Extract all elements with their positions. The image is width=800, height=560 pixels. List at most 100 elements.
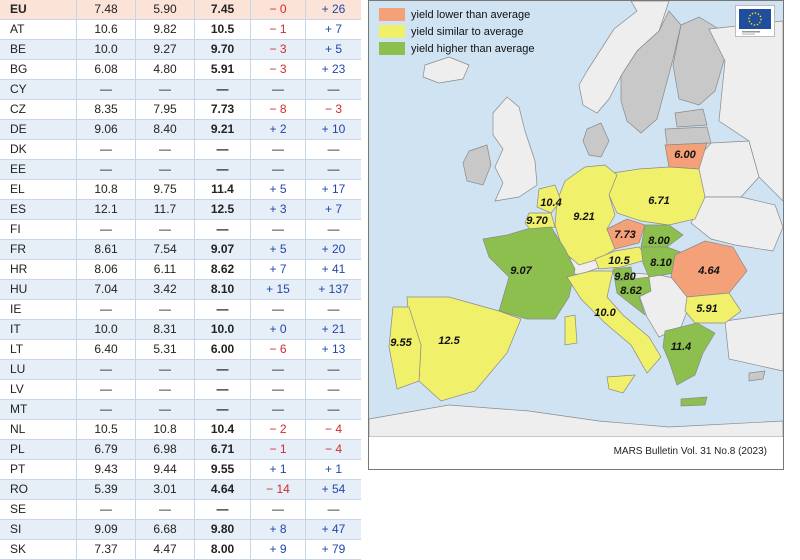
value-cell-3: 7.45 [194,0,251,20]
change-cell-1: — [250,139,306,160]
country-cell: BE [0,39,77,60]
change-cell-2: — [305,79,361,100]
map-label-cz: 7.73 [614,229,636,241]
value-cell-2: — [135,379,195,400]
country-cell: IT [0,319,77,340]
change-cell-2: — [305,139,361,160]
map-label-hr: 8.62 [620,285,642,297]
region-estonia [674,108,708,128]
value-cell-1: — [76,79,136,100]
map-label-es: 12.5 [438,335,460,347]
change-cell-2: + 13 [305,339,361,360]
value-cell-3: 8.00 [194,539,251,560]
region-sk [640,224,684,248]
table-row: EE — — — — — [0,159,361,180]
change-cell-2: − 4 [305,439,361,460]
legend-swatch-higher [379,42,405,55]
value-cell-3: — [194,499,251,520]
source-caption: MARS Bulletin Vol. 31 No.8 (2023) [613,446,767,457]
table-row: BE 10.0 9.27 9.70− 3 + 5 [0,39,361,60]
table-row: LT 6.40 5.31 6.00− 6 + 13 [0,339,361,360]
value-cell-3: 6.71 [194,439,251,460]
value-cell-2: — [135,399,195,420]
region-finland [672,16,726,106]
yield-table-body: EU 7.48 5.90 7.45− 0 + 26 AT 10.6 9.82 10.5− 1 + … [0,0,361,560]
change-cell-1: + 9 [250,539,306,560]
map-label-nl: 10.4 [540,197,562,209]
value-cell-2: 6.11 [135,259,195,280]
map-label-lt: 6.00 [674,149,696,161]
region-el [662,322,716,386]
change-cell-2: + 54 [305,479,361,500]
change-cell-1: − 1 [250,439,306,460]
value-cell-2: — [135,139,195,160]
map-panel: 6.00 10.4 9.70 9.21 6.71 7.73 8.00 10.5 8.10 9.80… [368,0,784,470]
legend-item-similar: yield similar to average [379,23,535,40]
map-label-el: 11.4 [670,341,692,353]
value-cell-3: 7.73 [194,99,251,120]
change-cell-2: — [305,219,361,240]
change-cell-1: − 3 [250,59,306,80]
map-label-it: 10.0 [594,307,616,319]
value-cell-1: 8.61 [76,239,136,260]
country-cell: HR [0,259,77,280]
map-label-si: 9.80 [614,271,636,283]
table-row: EL 10.8 9.75 11.4 + 5 + 17 [0,179,361,200]
table-row: BG 6.08 4.80 5.91− 3 + 23 [0,59,361,80]
value-cell-3: 8.62 [194,259,251,280]
change-cell-1: − 8 [250,99,306,120]
region-sardinia [564,314,578,346]
value-cell-3: 10.5 [194,19,251,40]
value-cell-1: 9.43 [76,459,136,480]
country-cell: HU [0,279,77,300]
value-cell-1: 10.5 [76,419,136,440]
table-row: SI 9.09 6.68 9.80 + 8 + 47 [0,519,361,540]
value-cell-1: 7.04 [76,279,136,300]
change-cell-2: + 20 [305,239,361,260]
value-cell-2: 9.75 [135,179,195,200]
change-cell-1: + 5 [250,239,306,260]
change-cell-1: + 0 [250,319,306,340]
change-cell-2: + 47 [305,519,361,540]
value-cell-2: 7.95 [135,99,195,120]
region-turkey [724,312,783,372]
value-cell-2: — [135,219,195,240]
region-cz [606,218,646,250]
change-cell-2: − 3 [305,99,361,120]
value-cell-1: — [76,399,136,420]
table-row: RO 5.39 3.01 4.64− 14 + 54 [0,479,361,500]
change-cell-2: — [305,159,361,180]
value-cell-2: 5.31 [135,339,195,360]
region-latvia [664,126,712,146]
change-cell-1: + 8 [250,519,306,540]
country-cell: CZ [0,99,77,120]
table-row: DK — — — — — [0,139,361,160]
value-cell-1: 6.08 [76,59,136,80]
legend-item-higher: yield higher than average [379,40,535,57]
change-cell-2: — [305,359,361,380]
change-cell-1: — [250,79,306,100]
europe-map: 6.00 10.4 9.70 9.21 6.71 7.73 8.00 10.5 8.10 9.80… [369,1,783,437]
region-nl [536,184,562,214]
table-row: LV — — — — — [0,379,361,400]
table-row: LU — — — — — [0,359,361,380]
value-cell-2: 6.98 [135,439,195,460]
table-row: PT 9.43 9.44 9.55 + 1 + 1 [0,459,361,480]
value-cell-2: 9.82 [135,19,195,40]
map-label-ro: 4.64 [698,265,720,277]
value-cell-3: 10.4 [194,419,251,440]
region-pt [388,306,422,390]
change-cell-1: — [250,159,306,180]
change-cell-2: + 17 [305,179,361,200]
value-cell-3: 9.21 [194,119,251,140]
map-label-sk: 8.00 [648,235,670,247]
legend-swatch-lower [379,8,405,21]
value-cell-3: 9.07 [194,239,251,260]
change-cell-2: + 5 [305,39,361,60]
table-row: NL 10.5 10.8 10.4− 2− 4 [0,419,361,440]
value-cell-1: 7.48 [76,0,136,20]
value-cell-2: 4.47 [135,539,195,560]
value-cell-2: 7.54 [135,239,195,260]
yield-table: EU 7.48 5.90 7.45− 0 + 26 AT 10.6 9.82 10.5− 1 + … [0,0,361,560]
map-label-at: 10.5 [608,255,630,267]
